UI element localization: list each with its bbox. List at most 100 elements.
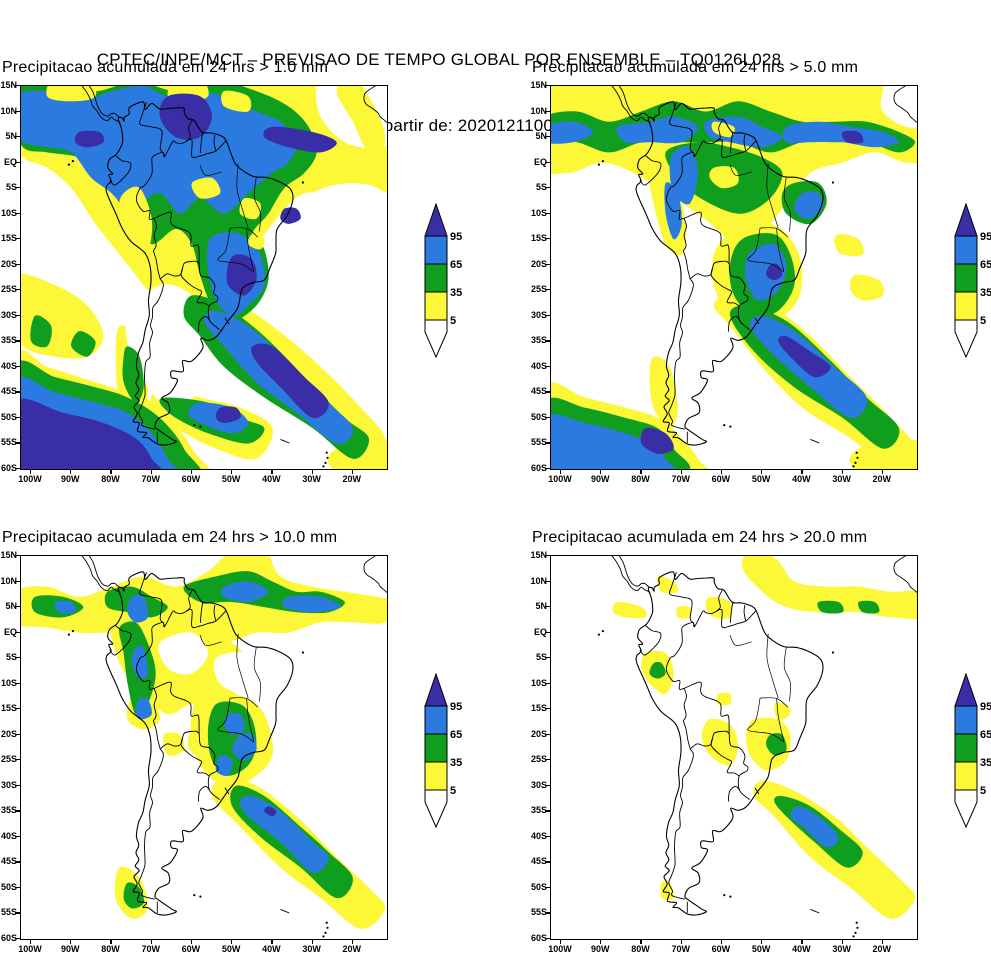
island-dot (301, 651, 304, 654)
lon-tick-mark (640, 939, 642, 944)
island-dot (325, 451, 328, 454)
lon-tick-mark (640, 469, 642, 474)
island-dot (324, 461, 327, 464)
lat-tick-mark (545, 161, 550, 163)
lon-tick-mark (881, 469, 883, 474)
lat-tick-mark (15, 682, 20, 684)
country-border (185, 589, 193, 612)
colorbar-level-label: 35 (450, 287, 462, 299)
lon-tick-label: 90W (61, 944, 80, 954)
lat-tick-label: 45S (0, 856, 17, 867)
lat-tick-mark (545, 365, 550, 368)
country-border (138, 748, 164, 900)
lat-tick-mark (15, 733, 20, 735)
state-border (783, 646, 791, 702)
lon-tick-label: 60W (181, 474, 201, 484)
lon-tick-label: 40W (262, 474, 281, 484)
country-border (639, 625, 662, 656)
state-border (246, 698, 255, 742)
colorbar-level-label: 5 (980, 785, 986, 797)
lat-tick-label: 55S (0, 907, 17, 918)
lon-tick-mark (801, 469, 803, 474)
panel-precip-gt-5mm: Precipitacao acumulada em 24 hrs > 5.0 m… (530, 58, 991, 486)
country-border (611, 556, 651, 594)
lat-tick-mark (15, 938, 20, 940)
colorbar-level-label: 65 (980, 259, 991, 271)
lat-tick-label: 5N (5, 601, 17, 612)
south-america-probability-map (21, 86, 387, 469)
lat-tick-label: 5N (5, 131, 17, 142)
island-dot (67, 633, 70, 636)
island-dot (729, 425, 732, 428)
country-border (138, 278, 164, 430)
lat-tick-mark (545, 657, 550, 659)
country-border (135, 138, 227, 330)
lat-tick-mark (545, 340, 550, 342)
country-border (363, 86, 387, 124)
lat-tick-label: 50S (530, 881, 547, 892)
lat-tick-label: 5S (5, 652, 17, 663)
state-border (747, 227, 761, 263)
lat-tick-mark (15, 442, 20, 444)
lon-tick-mark (351, 939, 353, 944)
lat-tick-mark (545, 391, 550, 393)
lat-tick-mark (545, 938, 550, 940)
state-border (217, 227, 231, 263)
lat-tick-label: 5S (535, 652, 547, 663)
country-border (618, 86, 653, 119)
lon-tick-label: 90W (591, 944, 610, 954)
lat-tick-label: 10S (530, 207, 547, 218)
lon-tick-mark (351, 469, 353, 474)
lon-tick-label: 30W (832, 474, 851, 484)
lat-tick-mark (15, 136, 20, 138)
country-border (729, 131, 734, 153)
state-border (766, 633, 779, 699)
lon-tick-mark (720, 469, 723, 474)
lat-tick-label: 55S (530, 437, 547, 448)
colorbar-level-label: 95 (450, 701, 462, 713)
country-border (665, 138, 757, 330)
lon-tick-mark (150, 469, 152, 474)
colorbar-level-label: 35 (450, 757, 462, 769)
lat-tick-label: 35S (530, 805, 547, 816)
lat-tick-mark (545, 187, 550, 189)
lat-tick-label: 15S (530, 703, 547, 714)
lat-tick-mark (545, 708, 550, 710)
lat-tick-label: 35S (0, 805, 17, 816)
lat-tick-label: 40S (0, 360, 17, 371)
island-dot (322, 465, 325, 468)
country-border (152, 720, 161, 750)
country-border (754, 787, 760, 795)
state-border (199, 165, 222, 176)
state-border (776, 228, 785, 272)
lat-tick-mark (15, 810, 20, 812)
island-dot (729, 895, 732, 898)
lat-tick-label: 10N (0, 575, 17, 586)
lon-tick-mark (560, 939, 562, 944)
lat-tick-mark (15, 468, 20, 470)
lat-tick-label: 10S (0, 677, 17, 688)
lat-tick-mark (15, 708, 20, 710)
country-border (135, 608, 227, 800)
country-border (682, 218, 687, 252)
country-border (727, 785, 740, 802)
lat-tick-mark (545, 861, 550, 863)
lon-tick-mark (680, 939, 682, 944)
lat-tick-mark (15, 289, 20, 291)
lon-tick-label: 30W (302, 474, 321, 484)
lon-tick-label: 100W (548, 474, 572, 484)
island-dot (856, 456, 859, 459)
panel-title: Precipitacao acumulada em 24 hrs > 1.0 m… (2, 59, 329, 76)
coastline (635, 571, 824, 916)
state-border (760, 697, 789, 708)
lat-tick-mark (15, 391, 20, 393)
country-border (152, 250, 161, 280)
island-dot (67, 163, 70, 166)
lon-tick-label: 20W (342, 474, 362, 484)
country-border (139, 572, 166, 627)
country-border (185, 119, 193, 142)
lon-tick-label: 30W (832, 944, 851, 954)
lon-tick-label: 100W (548, 944, 572, 954)
lat-tick-label: EQ (3, 626, 17, 637)
panel-precip-gt-10mm: Precipitacao acumulada em 24 hrs > 10.0 … (0, 528, 530, 956)
